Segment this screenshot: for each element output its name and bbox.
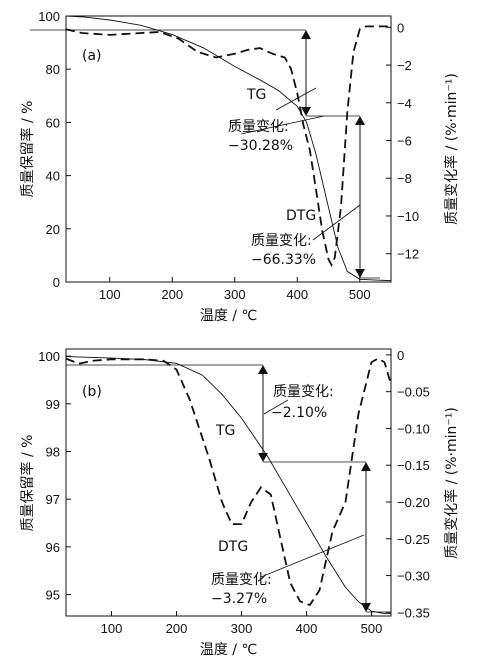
y-right-tick-label: 0: [397, 348, 404, 363]
annotation-text: −3.27%: [211, 591, 267, 607]
y-left-tick-label: 40: [46, 169, 60, 184]
x-tick-label: 400: [296, 621, 318, 636]
y-left-tick-label: 60: [46, 115, 60, 130]
y-left-tick-label: 99: [46, 397, 60, 412]
y-left-axis-title: 质量保留率 / %: [19, 435, 36, 532]
y-left-tick-label: 20: [46, 222, 60, 237]
x-tick-label: 500: [361, 621, 383, 636]
leader-line: [263, 399, 289, 415]
leader-line: [260, 534, 365, 578]
y-right-tick-label: −4: [397, 96, 412, 111]
annotation-text: TG: [246, 87, 266, 103]
arrow-head-down: [258, 453, 268, 462]
panel-label: (a): [82, 48, 102, 64]
x-tick-label: 400: [286, 287, 308, 302]
x-axis-title: 温度 / ℃: [200, 642, 257, 658]
annotation-text: 质量变化:: [273, 384, 334, 400]
annotation-text: −30.28%: [228, 138, 293, 154]
y-left-tick-label: 0: [53, 275, 60, 290]
arrow-head-up: [301, 30, 311, 39]
x-tick-label: 200: [161, 287, 183, 302]
dtg-curve: [65, 357, 392, 607]
panel-label: (b): [82, 384, 102, 400]
arrow-head-up: [258, 365, 268, 374]
y-right-tick-label: −0.25: [397, 532, 430, 547]
y-right-tick-label: −8: [397, 171, 412, 186]
y-left-tick-label: 80: [46, 62, 60, 77]
x-tick-label: 100: [99, 287, 121, 302]
y-left-tick-label: 95: [46, 588, 60, 603]
annotation-text: DTG: [286, 208, 316, 224]
annotation-text: −66.33%: [251, 252, 316, 268]
annotation-text: 质量变化:: [251, 233, 312, 249]
y-right-tick-label: −6: [397, 134, 412, 149]
leader-line: [312, 204, 361, 241]
y-right-tick-label: −0.05: [397, 385, 430, 400]
panel-a: 100 200 300 400 500 0 20 40 60 80 100 0 −2 −4 −6 −8 −10 −…: [19, 9, 460, 324]
annotation-text: DTG: [218, 539, 248, 555]
y-right-tick-label: −12: [397, 247, 419, 262]
annotation-text: 质量变化:: [228, 119, 289, 135]
y-left-tick-label: 98: [46, 445, 60, 460]
arrow-head-up: [361, 462, 371, 471]
x-tick-label: 300: [231, 621, 253, 636]
y-left-axis-title: 质量保留率 / %: [19, 101, 36, 198]
y-right-tick-label: −2: [397, 58, 412, 73]
x-tick-label: 300: [224, 287, 246, 302]
tg-curve: [65, 15, 392, 282]
annotation-text: −2.10%: [271, 405, 327, 421]
leader-line: [275, 87, 317, 111]
x-tick-label: 100: [101, 621, 123, 636]
y-right-tick-label: −0.30: [397, 569, 430, 584]
leader-line: [240, 115, 325, 135]
y-left-tick-label: 100: [38, 349, 60, 364]
y-right-axis-title: 质量变化率 / (%·min⁻¹): [443, 73, 460, 225]
y-right-axis-title: 质量变化率 / (%·min⁻¹): [443, 407, 460, 559]
dtg-curve: [65, 25, 391, 268]
y-right-tick-label: −0.35: [397, 605, 430, 620]
y-left-tick-label: 100: [38, 9, 60, 24]
y-right-tick-label: −10: [397, 209, 419, 224]
y-right-tick-label: 0: [397, 20, 404, 35]
annotation-text: TG: [215, 423, 235, 439]
arrow-head-down: [355, 269, 365, 278]
y-left-tick-label: 96: [46, 540, 60, 555]
annotation-text: 质量变化:: [211, 572, 272, 588]
y-right-tick-label: −0.20: [397, 495, 430, 510]
x-tick-label: 500: [349, 287, 371, 302]
plot-frame: [65, 15, 392, 283]
x-axis-title: 温度 / ℃: [200, 308, 257, 324]
plot-frame: [65, 348, 392, 617]
arrow-head-up: [355, 116, 365, 125]
arrow-head-down: [301, 107, 311, 116]
panel-b: 100 200 300 400 500 95 96 97 98 99 100 0 −0.05 −0.10 −…: [19, 348, 460, 658]
x-tick-label: 200: [166, 621, 188, 636]
y-left-tick-label: 97: [46, 492, 60, 507]
y-right-tick-label: −0.10: [397, 421, 430, 436]
y-right-tick-label: −0.15: [397, 458, 430, 473]
